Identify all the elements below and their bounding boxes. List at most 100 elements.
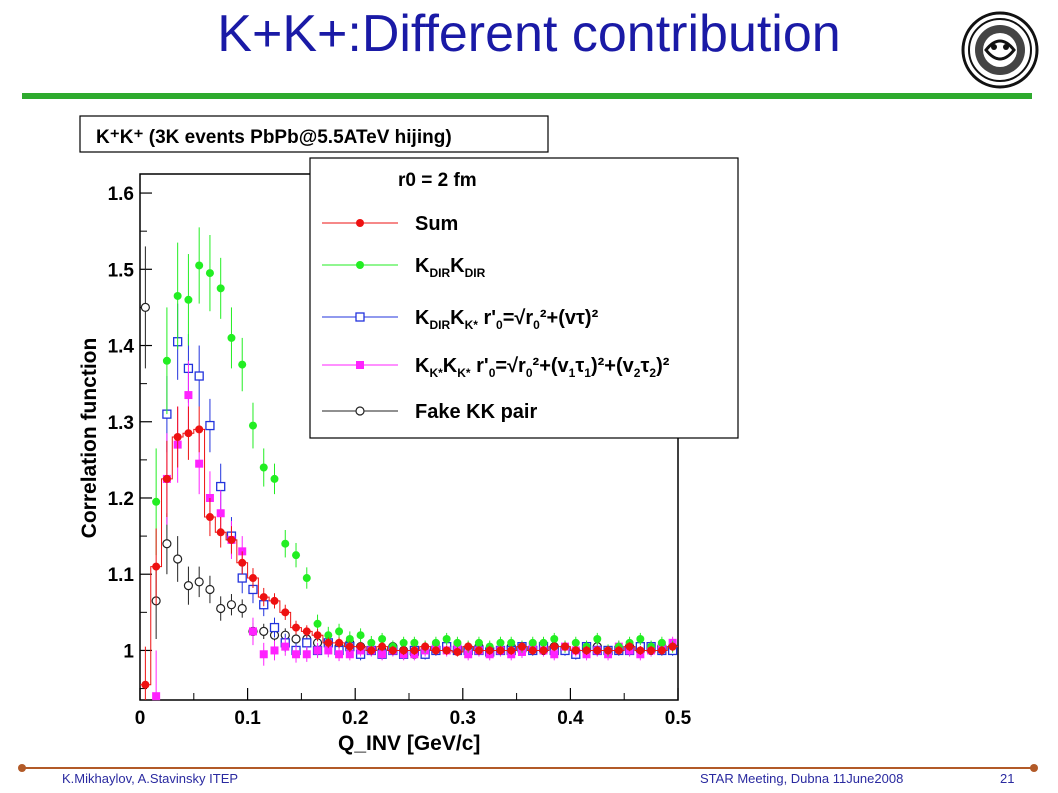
data-point <box>226 600 237 610</box>
data-point <box>195 261 204 270</box>
x-axis-label: Q_INV [GeV/c] <box>338 732 480 755</box>
data-point <box>378 635 387 644</box>
data-point <box>593 635 602 644</box>
data-point <box>152 692 161 701</box>
data-point <box>216 481 226 492</box>
data-point <box>270 646 279 655</box>
legend-marker <box>355 406 365 416</box>
legend-label: Fake KK pair <box>415 401 537 423</box>
legend-marker <box>356 261 364 269</box>
data-point <box>184 429 193 438</box>
data-point <box>507 638 516 647</box>
legend-entries: Sum KDIRKDIR KDIRKK* r'0=√r0²+(vτ)² KK*KK* … <box>322 213 670 423</box>
data-point <box>162 474 171 483</box>
data-point <box>517 642 526 651</box>
legend-header: r0 = 2 fm <box>398 170 477 191</box>
data-point <box>302 638 312 648</box>
data-point <box>205 420 215 431</box>
data-point <box>237 573 247 583</box>
data-point <box>324 631 333 640</box>
legend-label: Sum <box>415 213 458 235</box>
data-point <box>399 646 408 655</box>
data-point <box>141 680 150 689</box>
data-point <box>152 562 161 571</box>
data-point <box>496 646 505 655</box>
data-point <box>184 295 193 304</box>
data-point <box>647 646 656 655</box>
data-point <box>474 638 483 647</box>
data-point <box>399 638 408 647</box>
data-point <box>292 623 301 632</box>
legend-label: KK*KK* r'0=√r0²+(v1τ1)²+(v2τ2)² <box>415 355 670 380</box>
chart-title: K⁺K⁺ (3K events PbPb@5.5ATeV hijing) <box>96 127 452 148</box>
data-point <box>356 631 365 640</box>
data-point <box>550 650 559 659</box>
data-point <box>496 638 505 647</box>
data-point <box>614 646 623 655</box>
data-point <box>259 650 268 659</box>
footer-dot-left <box>18 764 26 772</box>
data-point <box>636 646 645 655</box>
axis-ticks: 0 0.1 0.2 0.3 0.4 0.5 1 1.1 1.2 1.3 1.4 1.5 1.6 <box>108 184 692 729</box>
data-point <box>216 509 225 518</box>
data-point <box>442 635 451 644</box>
slide-title: K+K+:Different contribution <box>217 5 841 63</box>
data-point <box>227 535 236 544</box>
data-point <box>259 626 269 636</box>
institute-emblem-icon <box>961 11 1039 89</box>
data-point <box>528 646 537 655</box>
footer-meeting: STAR Meeting, Dubna 11June2008 <box>700 771 904 786</box>
data-point <box>324 646 333 655</box>
data-point <box>173 291 182 300</box>
footer-dot-right <box>1030 764 1038 772</box>
data-point <box>248 421 257 430</box>
data-point <box>205 269 214 278</box>
data-point <box>668 642 677 651</box>
data-point <box>292 551 301 560</box>
data-point <box>140 302 150 313</box>
data-point <box>345 635 354 644</box>
data-point <box>281 539 290 548</box>
data-point <box>227 333 236 342</box>
data-point <box>593 646 602 655</box>
x-tick-label: 0.1 <box>234 708 261 729</box>
chart-title-box <box>79 115 549 153</box>
data-point <box>281 608 290 617</box>
data-point <box>152 497 161 506</box>
data-point <box>345 642 354 651</box>
data-point <box>625 642 634 651</box>
data-point <box>302 574 311 583</box>
data-point <box>270 474 279 483</box>
data-point <box>539 646 548 655</box>
data-point <box>410 646 419 655</box>
data-point <box>313 619 322 628</box>
data-point <box>162 356 171 365</box>
data-point <box>657 646 666 655</box>
x-tick-label: 0.5 <box>665 708 692 729</box>
data-point <box>292 650 301 659</box>
data-point <box>259 463 268 472</box>
page-number: 21 <box>1000 771 1015 786</box>
data-point <box>324 638 333 647</box>
y-axis-label: Correlation function <box>78 338 101 539</box>
data-point <box>238 360 247 369</box>
data-point <box>313 631 322 640</box>
data-point <box>216 284 225 293</box>
data-point <box>464 642 473 651</box>
y-tick-label: 1.3 <box>108 413 134 434</box>
data-point <box>259 593 268 602</box>
legend-marker <box>356 361 364 369</box>
data-point <box>335 627 344 636</box>
y-tick-label: 1.4 <box>108 337 135 358</box>
data-point <box>571 638 580 647</box>
data-point <box>335 638 344 647</box>
data-point <box>291 634 301 644</box>
data-point <box>474 646 483 655</box>
data-point <box>302 650 311 659</box>
sum-histogram-line <box>140 428 678 686</box>
data-point <box>528 638 537 647</box>
data-point <box>195 459 204 468</box>
data-point <box>173 554 183 564</box>
data-point <box>269 622 280 633</box>
data-point <box>216 603 226 614</box>
